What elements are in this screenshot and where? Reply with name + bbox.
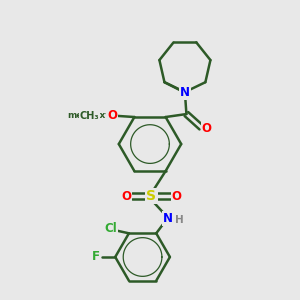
Text: CH₃: CH₃ — [80, 110, 100, 121]
Text: O: O — [107, 109, 117, 122]
Text: O: O — [202, 122, 212, 135]
Text: H: H — [175, 215, 184, 225]
Text: S: S — [146, 189, 157, 203]
Text: O: O — [121, 190, 131, 202]
Text: N: N — [180, 86, 190, 99]
Text: O: O — [172, 190, 182, 202]
Text: Cl: Cl — [105, 222, 117, 236]
Text: F: F — [92, 250, 100, 263]
Text: O: O — [107, 109, 117, 122]
Text: methoxy: methoxy — [67, 111, 111, 120]
Text: N: N — [163, 212, 173, 225]
